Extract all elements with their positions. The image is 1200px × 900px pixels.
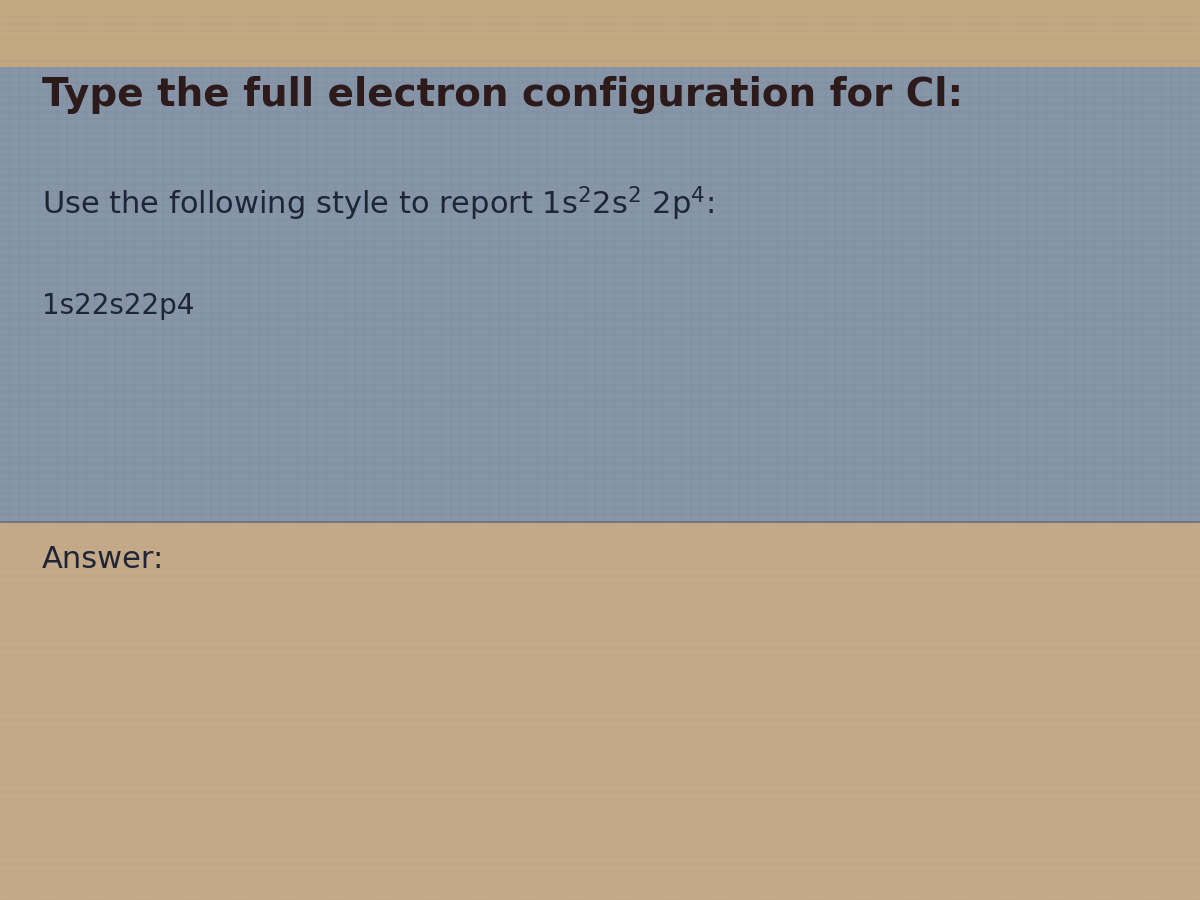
- Bar: [0, 0, 1200, 68]
- Text: 1s22s22p4: 1s22s22p4: [42, 292, 194, 320]
- Bar: [0, 522, 1200, 900]
- Bar: [0, 68, 1200, 522]
- Text: Use the following style to report 1s$^{2}$2s$^{2}$ 2p$^{4}$:: Use the following style to report 1s$^{2…: [42, 184, 714, 223]
- Text: Answer:: Answer:: [42, 544, 164, 573]
- Text: Type the full electron configuration for Cl:: Type the full electron configuration for…: [42, 76, 964, 114]
